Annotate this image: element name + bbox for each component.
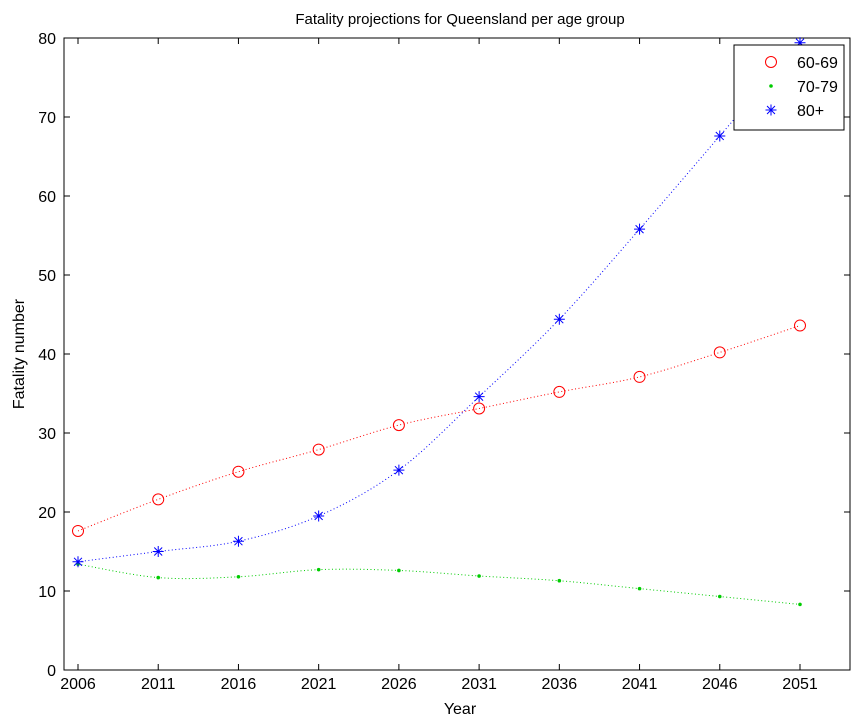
y-axis-label: Fatality number [11,298,28,409]
legend-item: 70-79 [769,79,838,96]
series-line [77,42,801,563]
data-point [634,223,646,235]
data-point [633,370,646,383]
data-point [392,419,405,432]
y-tick-label: 30 [38,426,56,443]
series-layer [72,37,806,607]
y-tick-label: 80 [38,31,56,48]
data-point [473,391,485,403]
data-point [553,313,565,325]
data-point [798,602,802,607]
x-axis: 2006 2011 2016 2021 2026 2031 2036 2041 2046 2051 [60,38,818,693]
data-point [152,493,165,506]
data-point [794,37,806,49]
y-tick-label: 70 [38,110,56,127]
data-point [637,586,642,591]
legend-marker [765,104,777,116]
data-point [72,556,84,568]
plot-area [63,37,851,671]
legend-box [733,44,845,131]
data-point [397,568,401,573]
legend-label: 80+ [797,103,824,120]
y-tick-label: 60 [38,189,56,206]
data-point [313,510,325,522]
data-point [316,567,321,572]
x-tick-label: 2026 [381,676,417,693]
data-point [232,535,244,547]
data-point [156,575,161,580]
data-point [236,574,241,579]
data-point [477,574,481,578]
y-tick-label: 20 [38,505,56,522]
series-line [77,563,801,605]
legend-label: 70-79 [797,79,838,96]
x-tick-label: 2041 [622,676,658,693]
legend-item: 80+ [765,103,824,120]
data-point [72,524,84,537]
x-tick-label: 2046 [702,676,738,693]
data-point [393,464,405,476]
x-tick-label: 2036 [542,676,578,693]
data-point [312,443,325,456]
legend: 60-69 70-79 80+ [733,44,845,131]
x-tick-label: 2021 [301,676,337,693]
data-point [713,346,726,359]
data-point [473,402,486,415]
data-point [714,130,726,142]
data-point [553,385,566,398]
y-tick-label: 50 [38,268,56,285]
legend-item: 60-69 [765,55,838,72]
y-tick-label: 10 [38,584,56,601]
x-tick-label: 2016 [221,676,257,693]
series-70-79 [76,562,802,607]
data-point [717,594,722,599]
x-tick-label: 2051 [782,676,818,693]
chart-title: Fatality projections for Queensland per … [295,11,624,28]
x-tick-label: 2011 [141,676,176,693]
y-axis: 0 10 20 30 40 50 60 70 80 [38,31,850,680]
y-tick-label: 40 [38,347,56,364]
y-tick-label: 0 [47,663,56,680]
x-tick-label: 2006 [60,676,96,693]
data-point [232,465,245,478]
series-60-69 [72,319,806,537]
data-point [557,578,562,583]
series-80+ [72,37,806,568]
x-tick-label: 2031 [461,676,497,693]
legend-marker [765,56,777,68]
legend-label: 60-69 [797,55,838,72]
x-axis-label: Year [444,701,477,718]
data-point [794,319,806,332]
legend-marker [769,84,773,88]
data-point [152,546,164,557]
